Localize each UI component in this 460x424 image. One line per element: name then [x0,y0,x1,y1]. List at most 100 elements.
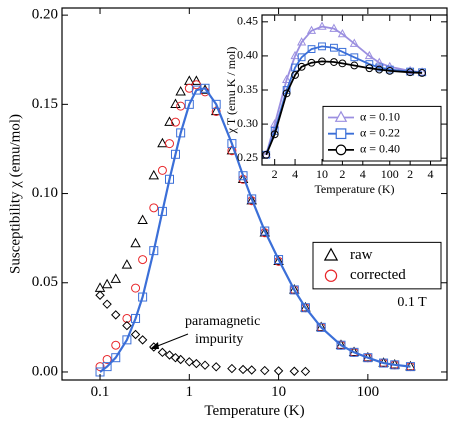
data-point [102,362,112,372]
data-point [184,357,195,367]
data-point [95,290,105,300]
data-point [246,194,257,205]
data-point [131,283,141,293]
data-point [300,303,310,313]
data-point [289,284,300,294]
x-tick-label: 10 [316,167,328,181]
data-point [111,340,121,350]
data-point [138,255,148,265]
data-point [307,45,316,53]
data-point [175,354,186,365]
data-point [111,310,121,320]
data-point [131,313,141,323]
data-point [260,226,270,236]
x-tick-label: 2 [339,167,345,181]
legend-marker [335,144,347,156]
data-point [137,214,148,225]
y-tick-label: 0.35 [237,82,258,96]
data-point [349,38,359,47]
data-point [200,360,210,370]
data-point [102,354,112,364]
data-point [157,206,167,216]
data-point [406,68,415,77]
data-point [306,25,317,34]
data-point [184,83,194,93]
data-point [170,149,180,159]
data-point [184,99,194,109]
data-point [375,63,384,72]
data-point [405,65,415,75]
data-point [365,64,374,73]
data-point [149,246,159,256]
annotation: 0.1 T [397,295,427,310]
x-tick-label: 4 [360,167,366,181]
data-point [273,255,284,266]
x-tick-label: 1 [186,384,194,400]
series-line [265,25,423,156]
data-point [227,139,237,149]
data-point [191,85,201,95]
data-point [261,149,271,158]
data-point [211,362,221,372]
x-tick-label: 2 [407,167,413,181]
data-point [111,353,121,363]
data-point [390,360,400,370]
data-point [122,320,132,331]
x-axis-label: Temperature (K) [204,403,304,419]
data-point [291,71,299,79]
data-point [191,80,201,90]
legend-label: α = 0.40 [360,142,400,156]
data-point [270,130,279,139]
data-point [300,366,311,377]
data-point [227,363,237,374]
data-point [330,58,338,66]
x-axis-label: Temperature (K) [314,182,394,196]
data-point [330,43,338,52]
data-point [338,59,347,68]
y-tick-label: 0.25 [237,150,258,164]
y-axis-label: χ T (emu K / mol) [224,47,238,135]
data-point [176,101,186,111]
data-point [375,65,384,74]
data-point [130,237,141,248]
data-point [274,255,284,265]
legend-label: α = 0.10 [360,109,400,123]
data-point [317,21,327,30]
data-point [350,53,359,62]
data-point [110,273,121,283]
data-point [297,62,306,71]
x-tick-label: 4 [428,167,434,181]
legend-marker [323,247,339,261]
data-point [282,74,292,83]
data-point [191,75,202,85]
data-point [379,358,389,368]
data-point [318,57,326,66]
data-point [350,61,359,70]
arrow-head [150,342,159,349]
data-point [418,69,426,77]
x-tick-label: 4 [292,167,298,181]
data-point [364,50,374,60]
annotation: paramagnetic [185,314,260,329]
x-tick-label: 100 [381,167,399,181]
data-point [122,335,132,345]
data-point [385,67,394,75]
data-point [176,128,186,138]
y-axis-label: Susceptibility χ (emu/mol) [7,114,23,274]
data-point [315,321,327,332]
data-point [336,340,346,350]
legend-marker [335,128,347,140]
data-point [307,58,316,67]
data-point [157,347,168,358]
data-point [149,203,159,213]
data-point [289,285,299,295]
data-point [164,350,175,360]
data-point [211,99,221,109]
data-point [121,259,133,269]
annotation: impurity [195,332,243,347]
data-point [138,292,148,302]
data-point [137,335,148,345]
legend-box [312,241,442,290]
data-point [122,313,132,323]
